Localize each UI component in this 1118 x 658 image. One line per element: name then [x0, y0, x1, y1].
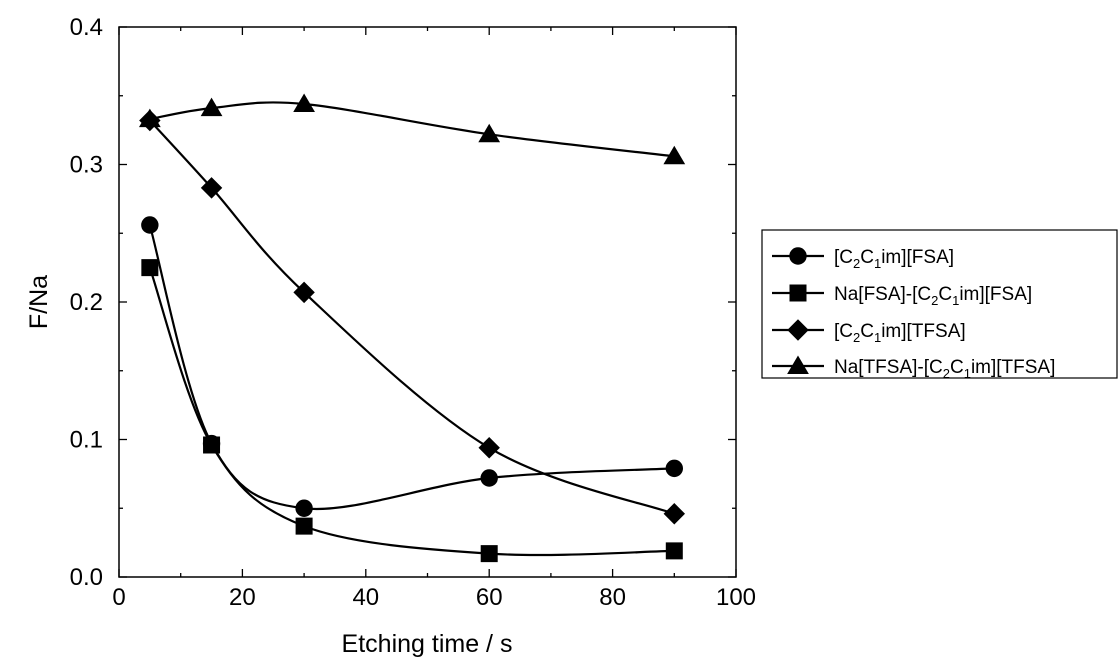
legend-marker-c2c1im-tfsa [787, 319, 809, 341]
legend-label-part: 2 [853, 330, 860, 345]
legend: [C2C1im][FSA]Na[FSA]-[C2C1im][FSA][C2C1i… [761, 229, 1118, 381]
legend-label-part: 2 [943, 366, 950, 381]
legend-label-c2c1im-fsa: [C2C1im][FSA] [834, 247, 954, 271]
legend-label-part: [C [834, 247, 853, 268]
x-tick-label: 60 [476, 584, 503, 611]
data-point-c2c1im-tfsa [200, 177, 223, 199]
data-point-na-tfsa-c2c1im-tfsa [200, 97, 223, 117]
legend-label-part: 2 [931, 293, 938, 308]
data-point-na-tfsa-c2c1im-tfsa [138, 108, 161, 128]
series-curves [148, 101, 675, 557]
data-point-c2c1im-fsa [480, 469, 498, 487]
legend-label-part: [C [834, 321, 853, 342]
series-line-c2c1im-tfsa [148, 119, 675, 515]
legend-label-part: Na[FSA]-[C [834, 284, 931, 305]
legend-label-na-fsa-c2c1im-fsa: Na[FSA]-[C2C1im][FSA] [834, 284, 1032, 308]
x-tick-label: 20 [229, 584, 256, 611]
series-line-c2c1im-fsa [148, 224, 675, 511]
series-markers [138, 93, 686, 563]
legend-label-part: im][TFSA] [881, 321, 965, 342]
legend-label-part: C [860, 321, 874, 342]
data-point-c2c1im-tfsa [293, 281, 315, 304]
legend-label-part: im][FSA] [881, 247, 954, 268]
y-tick-label: 0.2 [70, 289, 103, 316]
legend-label-part: C [938, 284, 952, 305]
axis-ticks [118, 26, 737, 578]
legend-box [761, 229, 1118, 379]
data-point-c2c1im-tfsa [663, 503, 686, 525]
tick-labels: 0 20 40 60 80 100 0.0 0.1 0.2 0.3 0.4 [70, 14, 756, 611]
legend-label-part: 1 [874, 330, 881, 345]
series-line-na-tfsa-c2c1im-tfsa [149, 101, 675, 158]
x-tick-label: 80 [599, 584, 626, 611]
data-point-na-tfsa-c2c1im-tfsa [663, 145, 686, 165]
data-point-na-fsa-c2c1im-fsa [480, 545, 498, 563]
y-axis-title: F/Na [25, 275, 53, 329]
data-point-na-fsa-c2c1im-fsa [141, 259, 159, 277]
legend-label-part: im][TFSA] [971, 357, 1055, 378]
legend-label-part: im][FSA] [959, 284, 1032, 305]
legend-label-part: 1 [952, 293, 959, 308]
data-point-c2c1im-fsa [295, 499, 313, 517]
y-tick-label: 0.4 [70, 14, 103, 41]
legend-label-part: 2 [853, 256, 860, 271]
data-point-c2c1im-fsa [141, 216, 159, 234]
legend-label-part: 1 [874, 256, 881, 271]
data-point-na-fsa-c2c1im-fsa [295, 517, 313, 535]
legend-marker-na-fsa-c2c1im-fsa [789, 284, 807, 302]
data-point-na-fsa-c2c1im-fsa [203, 436, 221, 454]
x-tick-label: 0 [112, 584, 125, 611]
data-point-c2c1im-fsa [665, 459, 683, 478]
data-point-na-fsa-c2c1im-fsa [665, 542, 683, 560]
data-point-na-tfsa-c2c1im-tfsa [478, 123, 501, 143]
y-tick-label: 0.1 [70, 427, 103, 454]
legend-label-na-tfsa-c2c1im-tfsa: Na[TFSA]-[C2C1im][TFSA] [834, 357, 1055, 381]
legend-label-part: Na[TFSA]-[C [834, 357, 943, 378]
legend-label-c2c1im-tfsa: [C2C1im][TFSA] [834, 321, 966, 345]
legend-label-part: C [950, 357, 964, 378]
y-tick-label: 0.3 [70, 152, 103, 179]
x-axis-title: Etching time / s [342, 630, 513, 658]
legend-label-part: C [860, 247, 874, 268]
legend-marker-c2c1im-fsa [789, 247, 807, 265]
y-tick-label: 0.0 [70, 564, 103, 591]
series-line-na-fsa-c2c1im-fsa [148, 267, 675, 557]
legend-marker-na-tfsa-c2c1im-tfsa [787, 355, 809, 374]
data-point-na-tfsa-c2c1im-tfsa [293, 93, 315, 112]
data-point-c2c1im-tfsa [478, 437, 500, 459]
x-tick-label: 100 [716, 584, 756, 611]
legend-label-part: 1 [964, 366, 971, 381]
x-tick-label: 40 [352, 584, 379, 611]
